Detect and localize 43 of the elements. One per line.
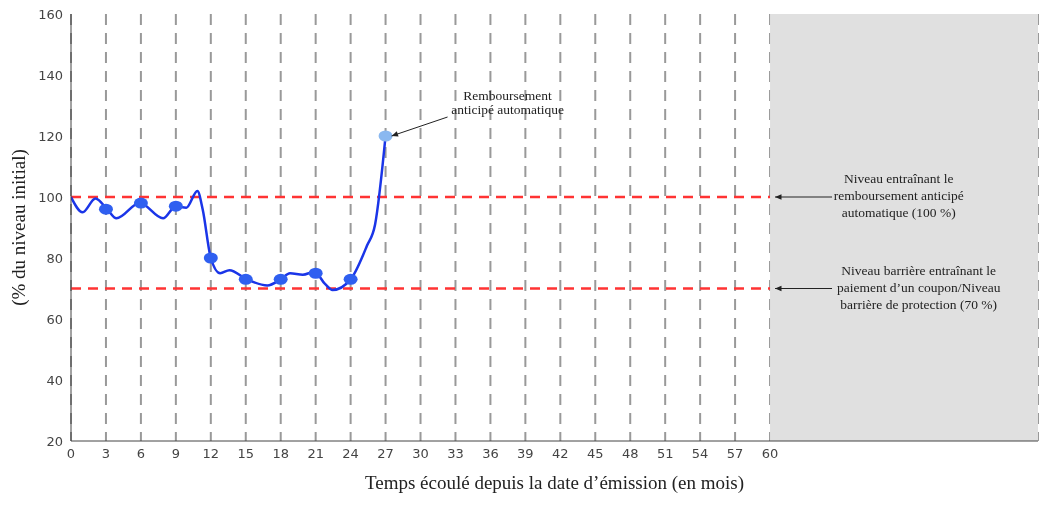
point — [238, 273, 253, 285]
annotation: Remboursement anticipé automatique — [451, 88, 564, 117]
ref-line-label: Niveau entraînant le remboursement anticipé automatique (100 %) — [833, 171, 964, 221]
point — [168, 200, 183, 212]
x-tick-label: 42 — [552, 446, 569, 462]
point — [308, 267, 323, 279]
x-axis-title: Temps écoulé depuis la date d’émission (en mois) — [364, 472, 745, 494]
ref-line-label: Niveau barrière entraînant le paiement d’un coupon/Niveau barrière de protection (70 %) — [836, 262, 1001, 312]
x-tick-label: 18 — [272, 446, 289, 462]
x-tick-label: 0 — [66, 446, 76, 462]
y-tick-label: 40 — [46, 372, 63, 388]
x-tick-label: 33 — [447, 446, 464, 462]
y-tick-label: 80 — [46, 250, 63, 266]
x-tick-label: 3 — [101, 446, 111, 462]
x-tick-label: 12 — [202, 446, 220, 462]
y-tick-label: 60 — [46, 311, 63, 327]
x-tick-label: 15 — [237, 446, 255, 462]
y-tick-label: 160 — [38, 6, 63, 22]
x-tick-label: 45 — [587, 446, 604, 462]
point — [133, 197, 148, 209]
x-tick-label: 21 — [307, 446, 324, 462]
point — [203, 252, 218, 264]
x-tick-label: 60 — [761, 446, 779, 462]
y-tick-label: 120 — [38, 128, 63, 144]
y-axis-title: (% du niveau initial) — [7, 149, 30, 306]
x-tick-label: 51 — [656, 446, 674, 462]
x-tick-label: 36 — [482, 446, 499, 462]
y-tick-label: 140 — [38, 67, 63, 83]
point — [343, 273, 358, 285]
x-tick-label: 27 — [377, 446, 394, 462]
y-tick-label: 20 — [46, 433, 63, 449]
point — [378, 130, 393, 142]
x-tick-label: 57 — [726, 446, 744, 462]
point — [273, 273, 288, 285]
x-tick-label: 9 — [171, 446, 180, 462]
y-tick-label: 100 — [38, 189, 63, 205]
x-tick-label: 54 — [691, 446, 709, 462]
x-tick-label: 30 — [412, 446, 429, 462]
x-tick-label: 24 — [342, 446, 359, 462]
x-tick-label: 6 — [136, 446, 146, 462]
point — [98, 203, 113, 215]
x-tick-label: 39 — [517, 446, 534, 462]
x-tick-label: 48 — [621, 446, 639, 462]
